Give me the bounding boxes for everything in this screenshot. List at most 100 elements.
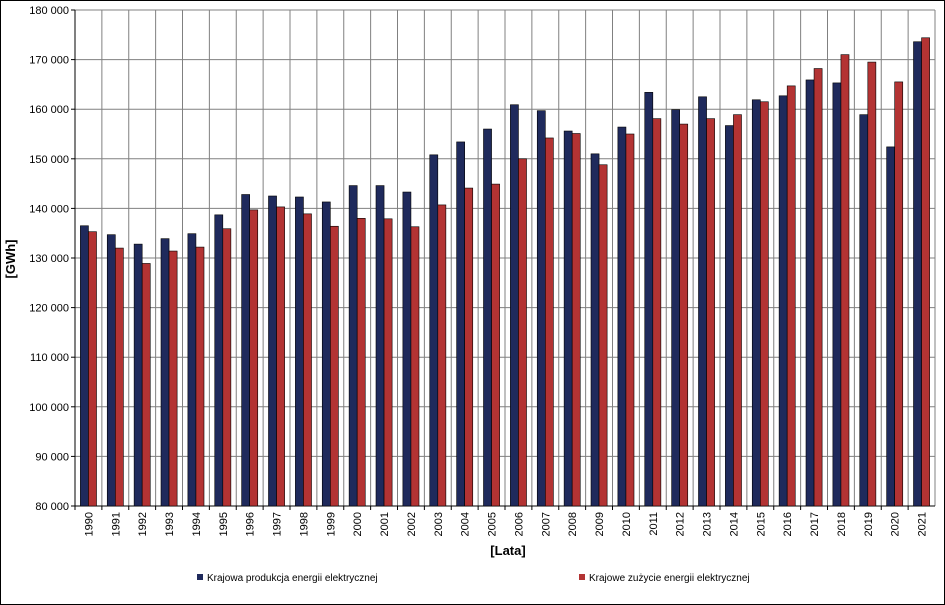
x-tick-label: 1992: [137, 512, 149, 536]
x-tick-label: 1996: [245, 512, 257, 536]
bar-production: [590, 153, 600, 507]
x-tick-label: 2007: [540, 512, 552, 536]
y-tick-label: 100 000: [29, 402, 69, 414]
bar-production: [375, 185, 385, 507]
bar-production: [805, 79, 815, 507]
bar-production: [698, 96, 707, 507]
bar-consumption: [652, 118, 662, 507]
x-tick-label: 2018: [836, 512, 848, 536]
x-tick-label: 2006: [513, 512, 525, 536]
x-tick-label: 2003: [433, 512, 445, 536]
bar-production: [80, 225, 89, 507]
legend-swatch-production: [197, 574, 203, 580]
y-axis-ticks: 80 000 90 000 100 000 110 000 120 000 130 000…: [29, 5, 75, 513]
x-axis-ticks: 1990 1991 1992 1993 1994 1995 1996 1997 1998 1999…: [74, 506, 929, 536]
bar-production: [510, 104, 519, 507]
bar-production: [187, 233, 197, 507]
bar-production: [348, 185, 358, 507]
y-tick-label: 140 000: [29, 203, 69, 215]
bar-production: [751, 99, 761, 507]
bar-consumption: [222, 228, 232, 507]
x-tick-label: 1997: [272, 512, 284, 536]
x-tick-label: 1991: [110, 512, 122, 536]
bar-production: [563, 130, 573, 507]
bar-production: [429, 154, 439, 507]
bar-consumption: [598, 164, 608, 507]
legend: Krajowa produkcja energii elektrycznej K…: [197, 573, 750, 584]
bar-consumption: [625, 133, 635, 507]
x-tick-label: 2015: [755, 512, 767, 536]
y-tick-label: 110 000: [30, 352, 69, 364]
x-tick-label: 2017: [809, 512, 821, 536]
bar-consumption: [356, 218, 366, 507]
y-tick-label: 120 000: [29, 303, 69, 315]
bar-consumption: [464, 187, 474, 507]
bar-consumption: [679, 123, 689, 507]
x-tick-label: 2021: [917, 512, 929, 536]
bar-production: [268, 195, 277, 507]
bar-consumption: [330, 225, 339, 507]
bar-production: [106, 234, 116, 507]
bar-consumption: [518, 158, 527, 507]
bar-consumption: [786, 85, 796, 507]
bar-production: [241, 194, 250, 507]
x-tick-label: 1990: [83, 512, 95, 536]
bar-consumption: [545, 137, 554, 507]
bar-consumption: [571, 133, 581, 507]
bar-consumption: [303, 213, 312, 507]
bar-production: [133, 243, 143, 507]
bar-production: [321, 201, 331, 507]
bar-production: [456, 141, 465, 507]
x-tick-label: 1998: [298, 512, 310, 536]
x-tick-label: 2010: [621, 512, 633, 536]
x-tick-label: 2004: [460, 512, 472, 536]
bar-production: [214, 214, 224, 507]
x-tick-label: 2001: [379, 512, 391, 536]
x-tick-label: 2008: [567, 512, 579, 536]
y-tick-label: 80 000: [35, 501, 69, 513]
y-tick-label: 150 000: [29, 154, 69, 166]
bar-consumption: [867, 61, 877, 507]
y-axis-title: [GWh]: [3, 240, 18, 279]
bar-production: [832, 82, 842, 507]
x-tick-label: 2013: [702, 512, 714, 536]
bar-production: [725, 125, 734, 507]
bar-production: [778, 95, 788, 507]
legend-swatch-consumption: [579, 574, 585, 580]
bar-production: [160, 238, 170, 507]
x-tick-label: 2000: [352, 512, 364, 536]
x-tick-label: 2005: [487, 512, 499, 536]
x-tick-label: 1995: [218, 512, 230, 536]
x-tick-label: 1993: [164, 512, 176, 536]
x-tick-label: 2009: [594, 512, 606, 536]
x-tick-label: 1994: [191, 512, 203, 536]
x-tick-label: 1999: [325, 512, 337, 536]
bar-consumption: [760, 101, 769, 507]
x-axis-title: [Lata]: [490, 543, 525, 558]
bars: [80, 37, 930, 507]
x-tick-label: 2016: [782, 512, 794, 536]
bar-consumption: [195, 246, 205, 507]
legend-label-consumption: Krajowe zużycie energii elektrycznej: [589, 573, 750, 584]
x-tick-label: 2002: [406, 512, 418, 536]
bar-consumption: [733, 114, 742, 507]
bar-consumption: [894, 81, 904, 507]
bar-consumption: [840, 54, 850, 507]
bar-production: [295, 196, 304, 507]
bar-production: [671, 109, 680, 507]
y-tick-label: 90 000: [35, 451, 69, 463]
bar-consumption: [249, 209, 259, 507]
bar-consumption: [813, 68, 823, 507]
bar-consumption: [88, 231, 97, 507]
bar-consumption: [491, 183, 500, 507]
y-tick-label: 180 000: [29, 5, 69, 17]
bar-consumption: [383, 218, 393, 507]
x-tick-label: 2020: [890, 512, 902, 536]
bar-production: [402, 191, 412, 507]
legend-label-production: Krajowa produkcja energii elektrycznej: [207, 573, 378, 584]
bar-consumption: [921, 37, 930, 507]
bar-consumption: [706, 118, 715, 507]
x-tick-label: 2019: [863, 512, 875, 536]
